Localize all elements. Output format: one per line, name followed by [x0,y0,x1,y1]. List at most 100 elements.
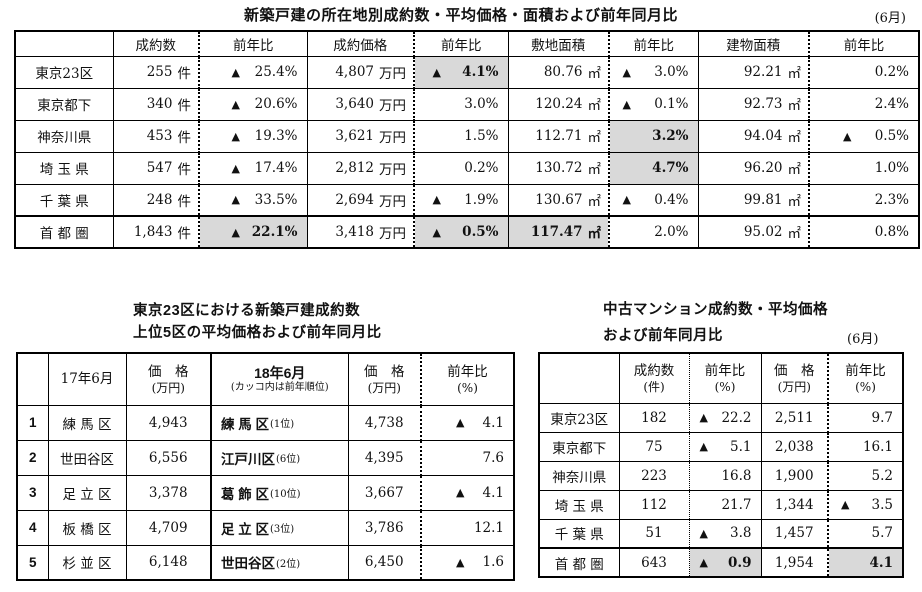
triangle-down-mark: ▲ [231,97,240,111]
table-row: 首 都 圏 1,843 件 ▲ 22.1% 3,418 万円 ▲ 0.5% 117.47 ㎡ 2.0%… [15,215,919,249]
yoy-cell: 2.3% [809,184,919,217]
yoy-value: ▲ 3.8 [690,525,761,541]
ward-2018: 世田谷区 (2位) [211,545,349,581]
column-header [539,353,620,404]
unit-label: 万円 [379,98,406,114]
measured-value: 248 件 [114,190,198,210]
measured-value: 2,694 万円 [308,190,413,210]
value-cell: 3,640 万円 [307,88,415,121]
percent-value: 7.6 [482,449,504,466]
triangle-down-mark: ▲ [699,411,708,424]
yoy-value: ▲ 0.9 [690,555,761,571]
yoy-cell: ▲ 4.1% [414,56,509,89]
percent-value: 16.1 [862,438,893,455]
percent-value: 0.9 [728,554,752,571]
percent-value: 1.5% [464,128,499,144]
yoy-cell: ▲ 1.9% [414,184,509,217]
ward-name: 足 立 区 [221,521,270,537]
value-cell: 99.81 ㎡ [698,184,810,217]
header-line: 価 格 [364,363,405,380]
measured-value: 94.04 ㎡ [699,126,808,146]
ward-2018-content: 練 馬 区 (1位) [212,413,347,433]
triangle-down-mark: ▲ [622,193,631,207]
column-header: 価 格 (万円) [761,353,829,404]
measured-value: 2,812 万円 [308,158,413,178]
ward-2018: 葛 飾 区 (10位) [211,475,349,511]
unit-label: ㎡ [587,130,602,146]
yoy-cell: ▲ 17.4% [199,152,308,185]
tokyo23-top5-table: 17年6月価 格 (万円) 18年6月 (カッコ内は前年順位) 価 格 (万円) 前年比 (%… [16,352,515,581]
count-yoy-cell: ▲ 22.2 [689,403,762,433]
number-value: 92.21 [743,64,783,80]
column-header: 17年6月 [48,353,127,406]
triangle-down-mark: ▲ [841,498,850,511]
ward-2018-content: 足 立 区 (3位) [212,518,347,538]
ward-2018: 江戸川区 (6位) [211,440,349,476]
column-header: 敷地面積 [508,31,610,57]
yoy-value: 5.2 [829,468,902,484]
yoy-value: 7.6 [422,450,513,466]
yoy-cell: ▲ 22.1% [199,215,308,249]
percent-value: 1.0% [874,160,909,176]
measured-value: 4,807 万円 [308,62,413,82]
triangle-down-mark: ▲ [432,65,441,79]
yoy-value: 4.7% [610,160,697,176]
measured-value: 130.67 ㎡ [509,190,608,210]
yoy-value: ▲ 5.1 [690,439,761,455]
column-header: 成約数 (件) [619,353,690,404]
yoy-cell: 3.0% [414,88,509,121]
triangle-down-mark: ▲ [432,193,441,207]
percent-value: 22.2 [721,409,752,426]
percent-value: 3.0% [654,64,689,80]
triangle-down-mark: ▲ [432,225,441,239]
previous-year-rank: (10位) [270,489,301,500]
yoy-cell: 7.6 [421,440,514,476]
measured-value: 3,418 万円 [308,222,413,242]
percent-value: 3.8 [730,525,752,542]
yoy-cell: 1.5% [414,120,509,153]
yoy-cell: ▲ 4.1 [421,475,514,511]
number-value: 4,807 [335,64,374,80]
measured-value: 92.21 ㎡ [699,62,808,82]
table-row: 千 葉 県 248 件 ▲ 33.5% 2,694 万円 ▲ 1.9% 130.67 ㎡ ▲ 0.4% 9… [15,184,919,217]
number-value: 3,418 [335,224,374,240]
ward-2018-content: 世田谷区 (2位) [212,552,347,572]
number-value: 80.76 [543,64,583,80]
count-cell: 112 [619,490,690,520]
header-line: (%) [457,380,478,395]
ward-name: 世田谷区 [221,556,275,572]
measured-value: 99.81 ㎡ [699,190,808,210]
mansion-table-title-line2: および前年同月比 [603,328,723,344]
rank-number: 4 [17,510,49,546]
value-cell: 92.21 ㎡ [698,56,810,89]
yoy-cell: 4.7% [609,152,699,185]
value-cell: 95.02 ㎡ [698,215,810,249]
yoy-cell: ▲ 1.6 [421,545,514,581]
value-cell: 92.73 ㎡ [698,88,810,121]
yoy-cell: ▲ 19.3% [199,120,308,153]
ward-2018: 練 馬 区 (1位) [211,405,349,441]
yoy-cell: ▲ 0.4% [609,184,699,217]
ward-2017: 杉 並 区 [48,545,127,581]
yoy-value: 16.1 [829,439,902,455]
header-line: 前年比 [447,363,488,380]
row-label: 千 葉 県 [15,184,114,217]
column-header: 前年比 (%) [828,353,903,404]
ward-name: 江戸川区 [221,451,275,467]
value-cell: 120.24 ㎡ [508,88,610,121]
unit-label: ㎡ [787,66,802,82]
count-cell: 182 [619,403,690,433]
percent-value: 4.1% [462,64,499,80]
table-row: 東京23区 182 ▲ 22.2 2,511 9.7 [539,403,903,433]
price-2018: 3,667 [348,475,422,511]
measured-value: 130.72 ㎡ [509,158,608,178]
measured-value: 80.76 ㎡ [509,62,608,82]
value-cell: 3,621 万円 [307,120,415,153]
shinchiku-by-area-table: 成約数 前年比 成約価格 前年比 敷地面積 前年比 建物面積 前年比 東京23区 255 件 ▲ 25.… [14,30,920,249]
triangle-down-mark: ▲ [699,556,708,569]
measured-value: 117.47 ㎡ [509,222,608,242]
yoy-value: ▲ 22.2 [690,410,761,426]
yoy-value: 2.0% [610,224,697,240]
yoy-value: 1.5% [415,128,507,144]
yoy-cell: ▲ 0.1% [609,88,699,121]
